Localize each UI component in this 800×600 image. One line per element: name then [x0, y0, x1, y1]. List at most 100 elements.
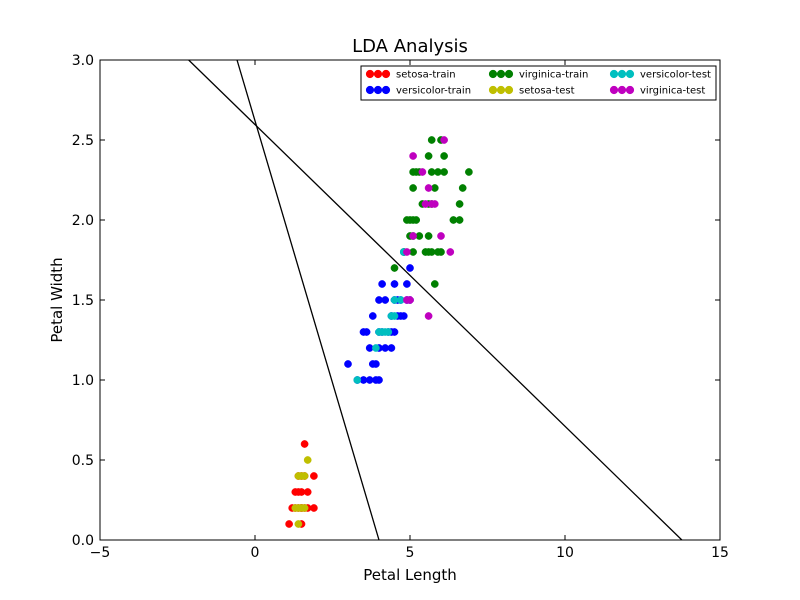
point-setosa-train: [303, 488, 312, 496]
point-setosa-train: [310, 472, 318, 480]
decision-boundary-1: [188, 60, 683, 540]
point-versicolor-train: [381, 296, 390, 304]
point-versicolor-train: [403, 280, 411, 288]
x-tick-label: 10: [556, 545, 574, 561]
point-setosa-train: [285, 520, 293, 528]
point-versicolor-test: [390, 312, 399, 320]
point-virginica-train: [430, 280, 439, 288]
point-versicolor-train: [390, 280, 399, 288]
legend-marker: [625, 85, 635, 95]
point-virginica-train: [455, 200, 464, 208]
point-setosa-test: [303, 456, 312, 464]
y-tick-label: 2.0: [72, 213, 94, 229]
point-versicolor-train: [378, 280, 386, 288]
point-virginica-train: [455, 216, 464, 224]
legend-marker: [381, 85, 391, 95]
point-virginica-test: [440, 136, 448, 144]
legend-marker: [365, 85, 375, 95]
point-virginica-test: [427, 200, 436, 208]
point-virginica-train: [437, 248, 445, 256]
x-axis-label: Petal Length: [363, 566, 457, 584]
point-virginica-train: [412, 216, 421, 224]
series-virginica-train: [390, 136, 473, 288]
point-virginica-test: [424, 184, 433, 192]
point-versicolor-train: [368, 360, 377, 368]
legend-marker: [496, 69, 506, 79]
y-axis-label: Petal Width: [48, 257, 66, 342]
legend-item-virginica-train: virginica-train: [488, 69, 588, 81]
point-setosa-test: [294, 520, 303, 528]
point-virginica-train: [427, 136, 436, 144]
point-versicolor-train: [375, 376, 383, 384]
x-tick-label: 15: [711, 545, 729, 561]
point-setosa-train: [310, 504, 318, 512]
legend-item-versicolor-train: versicolor-train: [365, 85, 471, 97]
legend-marker: [365, 69, 375, 79]
series-virginica-test: [403, 136, 455, 320]
point-virginica-train: [390, 264, 399, 272]
point-virginica-train: [409, 184, 417, 192]
y-tick-label: 0.0: [72, 533, 94, 549]
point-setosa-test: [294, 472, 303, 480]
point-versicolor-train: [387, 344, 396, 352]
x-tick-label: 5: [406, 545, 415, 561]
y-tick-label: 2.5: [72, 133, 94, 149]
point-virginica-train: [440, 168, 448, 176]
point-setosa-train: [300, 440, 309, 448]
legend-marker: [504, 69, 514, 79]
legend-item-setosa-test: setosa-test: [488, 85, 575, 97]
legend-label: setosa-train: [396, 70, 456, 81]
x-tick-label: −5: [90, 545, 111, 561]
series-setosa-test: [291, 456, 312, 528]
point-versicolor-train: [368, 312, 377, 320]
point-virginica-train: [458, 184, 467, 192]
point-virginica-test: [418, 168, 427, 176]
legend-label: virginica-test: [640, 86, 705, 97]
legend-marker: [373, 69, 383, 79]
point-versicolor-test: [384, 328, 393, 336]
legend-marker: [381, 69, 391, 79]
legend-marker: [617, 69, 627, 79]
legend-marker: [617, 85, 627, 95]
legend-marker: [609, 85, 619, 95]
point-virginica-test: [409, 152, 417, 160]
point-virginica-test: [446, 248, 455, 256]
point-versicolor-train: [344, 360, 352, 368]
point-virginica-train: [465, 168, 473, 176]
y-tick-label: 0.5: [72, 453, 94, 469]
legend-marker: [373, 85, 383, 95]
plot-frame: [99, 59, 721, 541]
legend-marker: [504, 85, 514, 95]
point-versicolor-test: [353, 376, 362, 384]
y-axis-ticks: 0.0 0.5 1.0 1.5 2.0 2.5 3.0: [72, 53, 720, 549]
x-tick-label: 0: [251, 545, 260, 561]
y-tick-label: 1.0: [72, 373, 94, 389]
point-versicolor-train: [362, 328, 371, 336]
legend-item-virginica-test: virginica-test: [609, 85, 705, 97]
legend-label: virginica-train: [519, 70, 588, 81]
legend-marker: [609, 69, 619, 79]
point-virginica-train: [424, 232, 433, 240]
point-virginica-train: [424, 152, 433, 160]
point-setosa-test: [300, 504, 309, 512]
point-virginica-test: [403, 248, 411, 256]
legend-label: setosa-test: [519, 86, 575, 97]
y-tick-label: 1.5: [72, 293, 94, 309]
legend: setosa-train versicolor-train virginica-tr…: [360, 65, 717, 101]
legend-label: versicolor-train: [396, 86, 471, 97]
legend-marker: [488, 85, 498, 95]
point-virginica-test: [437, 232, 445, 240]
boundary-lines: [188, 60, 683, 540]
legend-box: [360, 65, 717, 101]
legend-label: versicolor-test: [640, 70, 711, 81]
legend-marker: [488, 69, 498, 79]
chart-title: LDA Analysis: [352, 36, 468, 57]
point-versicolor-test: [372, 344, 380, 352]
legend-item-setosa-train: setosa-train: [365, 69, 456, 81]
legend-marker: [496, 85, 506, 95]
point-versicolor-train: [406, 264, 414, 272]
x-axis-ticks: −5 0 5 10 15: [90, 60, 729, 561]
point-versicolor-train: [399, 312, 408, 320]
legend-item-versicolor-test: versicolor-test: [609, 69, 711, 81]
